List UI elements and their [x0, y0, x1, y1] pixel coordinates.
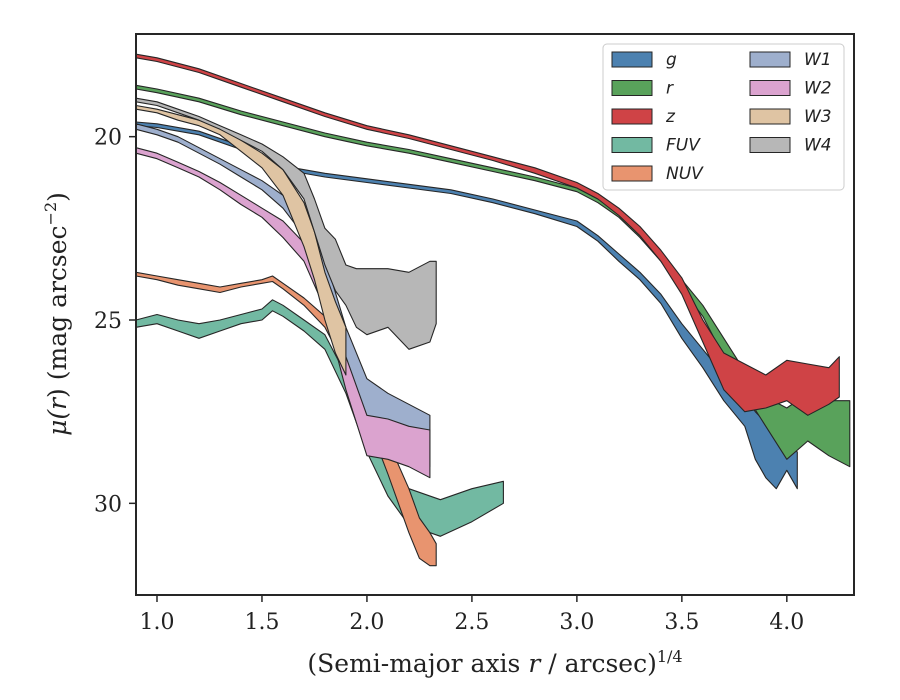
legend-label-w3: W3 [804, 107, 832, 127]
x-tick-label: 1.0 [139, 610, 174, 635]
legend: grz FUV NUV W1 W2 W3 W4 [602, 43, 845, 191]
y-axis-label: μ(r) (mag arcsec−2) [41, 192, 72, 436]
profile-bands [135, 53, 851, 567]
x-tick-label: 1.5 [244, 610, 279, 635]
series-band-fuv [135, 299, 504, 537]
x-tick-label: 3.5 [664, 610, 699, 635]
series-band-g [135, 121, 798, 490]
legend-swatch-z [611, 108, 653, 125]
series-band-z [135, 53, 840, 416]
x-tick-label: 2.5 [454, 610, 489, 635]
legend-swatch-r [611, 80, 653, 96]
x-axis-label: (Semi-major axis r / arcsec)1/4 [307, 647, 682, 678]
y-tick-label: 20 [94, 126, 122, 151]
y-tick-label: 25 [94, 309, 122, 334]
plot-frame [135, 33, 855, 596]
legend-label-r: r [666, 79, 674, 99]
legend-label-w4: W4 [804, 136, 832, 156]
legend-label-z: z [665, 107, 676, 127]
legend-swatch-w3 [749, 108, 791, 125]
x-tick-label: 3.0 [559, 610, 594, 635]
x-tick-label: 4.0 [769, 610, 804, 635]
series-band-r [135, 84, 851, 468]
series-band-w4 [135, 97, 437, 350]
legend-swatch-w4 [749, 137, 791, 153]
legend-label-fuv: FUV [666, 136, 701, 156]
series-band-w2 [135, 147, 431, 479]
legend-swatch-fuv [611, 137, 653, 153]
legend-swatch-w1 [749, 51, 791, 68]
legend-label-w1: W1 [804, 50, 832, 70]
x-tick-label: 2.0 [349, 610, 384, 635]
legend-swatch-w2 [749, 80, 791, 96]
y-axis-ticks: 20 25 30 [94, 126, 136, 517]
legend-label-nuv: NUV [666, 164, 704, 184]
x-axis-ticks: 1.0 1.5 2.0 2.5 3.0 3.5 4.0 [139, 595, 804, 635]
legend-items: grz FUV NUV W1 W2 W3 W4 [611, 50, 832, 184]
legend-swatch-g [611, 51, 653, 68]
legend-label-w2: W2 [804, 79, 832, 99]
y-tick-label: 30 [94, 492, 122, 517]
legend-label-g: g [666, 50, 677, 70]
legend-swatch-nuv [611, 165, 653, 182]
